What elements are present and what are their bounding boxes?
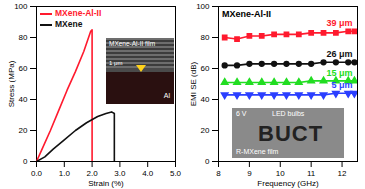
svg-text:100: 100: [14, 2, 28, 11]
svg-text:12: 12: [338, 169, 347, 178]
svg-text:9: 9: [247, 169, 252, 178]
svg-text:26 μm: 26 μm: [326, 49, 352, 59]
html-text:MXene-Al-II: MXene-Al-II: [222, 9, 271, 19]
html-text:MXene: MXene: [55, 19, 83, 29]
svg-text:10: 10: [276, 169, 285, 178]
svg-text:20: 20: [19, 126, 28, 135]
svg-text:100: 100: [196, 2, 210, 11]
svg-text:11: 11: [307, 169, 316, 178]
svg-text:4.0: 4.0: [142, 169, 154, 178]
svg-text:15 μm: 15 μm: [326, 68, 352, 78]
svg-text:EMI SE (dB): EMI SE (dB): [189, 61, 198, 106]
svg-text:8: 8: [216, 169, 221, 178]
svg-text:80: 80: [19, 33, 28, 42]
svg-text:0: 0: [205, 157, 210, 166]
html-text:LED bulbs: LED bulbs: [272, 110, 305, 117]
html-text:BUCT: BUCT: [258, 121, 324, 146]
svg-text:80: 80: [201, 33, 210, 42]
svg-text:Strain (%): Strain (%): [88, 179, 124, 188]
svg-text:0: 0: [23, 157, 28, 166]
html-text:MXene-Al-II: MXene-Al-II: [55, 8, 102, 18]
svg-text:3.0: 3.0: [114, 169, 126, 178]
svg-text:60: 60: [19, 64, 28, 73]
html-text:MXene-Al-II film: MXene-Al-II film: [109, 40, 156, 47]
svg-text:1.0: 1.0: [59, 169, 71, 178]
svg-text:2.0: 2.0: [87, 169, 99, 178]
html-text:1 μm: 1 μm: [109, 60, 123, 66]
svg-text:20: 20: [201, 126, 210, 135]
html-text:Al: Al: [163, 92, 170, 99]
svg-text:Stress (MPa): Stress (MPa): [7, 60, 16, 107]
svg-text:5 μm: 5 μm: [331, 80, 352, 90]
svg-text:40: 40: [19, 95, 28, 104]
svg-text:0.0: 0.0: [31, 169, 43, 178]
svg-text:5.0: 5.0: [170, 169, 182, 178]
svg-text:Frequency (GHz): Frequency (GHz): [257, 179, 319, 188]
html-text:R-MXene film: R-MXene film: [236, 148, 279, 155]
svg-text:39 μm: 39 μm: [326, 18, 352, 28]
svg-text:60: 60: [201, 64, 210, 73]
html-text:6 V: 6 V: [236, 110, 247, 117]
svg-text:40: 40: [201, 95, 210, 104]
